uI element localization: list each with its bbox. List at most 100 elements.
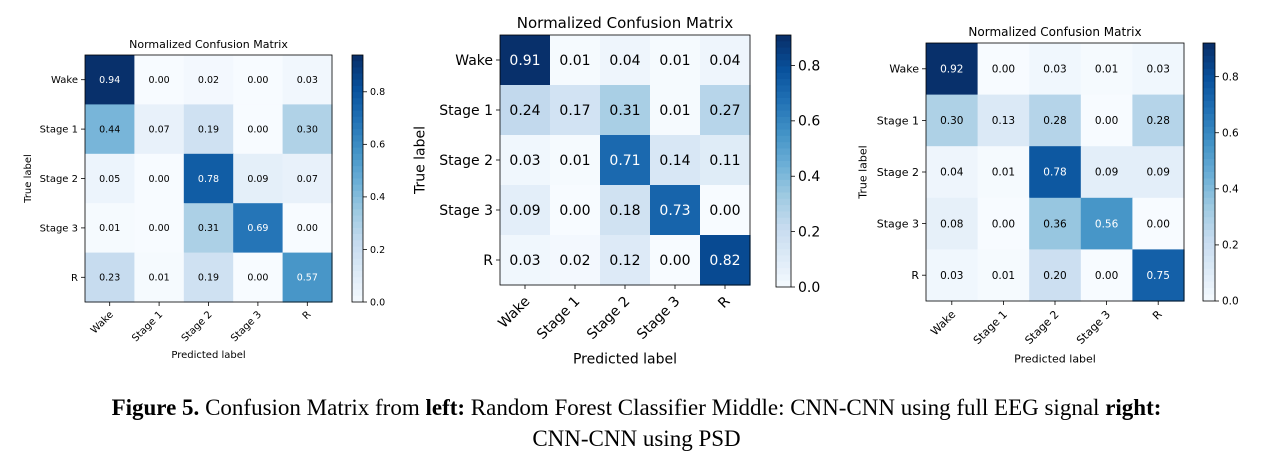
colorbar-segment (352, 55, 363, 62)
cell-value-label: 0.00 (247, 273, 268, 284)
matrix-cell (550, 235, 601, 286)
colorbar-tick-label: 0.4 (1222, 184, 1239, 196)
colorbar-segment (352, 159, 363, 167)
cell-value-label: 0.36 (1043, 218, 1067, 230)
matrix-cell (1080, 94, 1133, 147)
matrix-cell (1029, 94, 1082, 147)
colorbar-segment (352, 283, 363, 291)
matrix-cell (1029, 146, 1082, 199)
colorbar-segment (776, 35, 791, 42)
matrix-cell (233, 153, 284, 204)
cell-value-label: 0.03 (509, 153, 540, 169)
matrix-cell (600, 35, 651, 86)
cell-value-label: 0.01 (559, 153, 590, 169)
cell-value-label: 0.19 (198, 273, 219, 284)
colorbar-segment (1203, 107, 1215, 115)
colorbar-segment (776, 192, 791, 200)
colorbar-segment (1203, 126, 1215, 134)
colorbar-segment (776, 53, 791, 61)
cell-value-label: 0.09 (509, 203, 540, 219)
cell-value-label: 0.03 (940, 270, 963, 282)
colorbar-segment (352, 271, 363, 278)
matrix-cell (134, 104, 185, 155)
colorbar-segment (1203, 101, 1215, 109)
colorbar-segment (776, 173, 791, 181)
colorbar-segment (352, 147, 363, 155)
colorbar-segment (352, 178, 363, 186)
cell-value-label: 0.12 (609, 253, 640, 269)
cell-value-label: 0.00 (297, 223, 318, 234)
cell-value-label: 0.28 (1043, 115, 1066, 127)
matrix-cell (650, 135, 701, 186)
colorbar-segment (1203, 113, 1215, 121)
colorbar-tick-label: 0.2 (798, 225, 820, 241)
x-tick-label: Stage 3 (1074, 308, 1113, 347)
matrix-cell (134, 252, 185, 303)
colorbar-segment (1203, 81, 1215, 89)
cell-value-label: 0.17 (559, 103, 590, 119)
matrix-cell (700, 235, 751, 286)
matrix-cell (183, 104, 234, 155)
matrix-cell (233, 55, 284, 105)
cell-value-label: 0.01 (992, 167, 1015, 179)
colorbar-segment (352, 197, 363, 204)
colorbar-segment (1203, 294, 1215, 302)
figure-panel: Normalized Confusion Matrix 0.94 0.00 0.02 0… (23, 14, 1239, 367)
matrix-cell (1080, 249, 1133, 302)
colorbar-segment (352, 289, 363, 297)
colorbar-segment (776, 47, 791, 55)
colorbar-segment (776, 135, 791, 143)
colorbar-segment (1203, 223, 1215, 231)
cell-value-label: 0.78 (1043, 167, 1066, 179)
cell-value-label: 0.71 (609, 153, 640, 169)
cell-value-label: 0.00 (1147, 218, 1170, 230)
y-tick-label: Wake (51, 75, 78, 86)
colorbar-segment (352, 246, 363, 254)
colorbar-segment (352, 295, 363, 303)
matrix-cell (600, 235, 651, 286)
matrix-cell (700, 85, 751, 136)
cell-value-label: 0.57 (297, 273, 318, 284)
colorbar-segment (1203, 88, 1215, 96)
colorbar-segment (352, 153, 363, 161)
colorbar-segment (1203, 255, 1215, 263)
matrix-cell (926, 94, 979, 147)
cell-value-label: 0.56 (1095, 218, 1119, 230)
matrix-cell (85, 104, 135, 155)
matrix-cell (977, 43, 1030, 96)
cell-value-label: 0.14 (659, 153, 690, 169)
matrix-cell (600, 85, 651, 136)
cell-value-label: 0.04 (940, 167, 964, 179)
matrix-cell (550, 185, 601, 236)
colorbar-segment (352, 227, 363, 235)
colorbar-segment (1203, 268, 1215, 276)
cell-value-label: 0.01 (559, 53, 590, 69)
colorbar-segment (1203, 49, 1215, 57)
colorbar-segment (1203, 275, 1215, 283)
matrix-cell (500, 85, 551, 136)
matrix-cell (977, 146, 1030, 199)
y-axis-label: True label (412, 126, 428, 195)
cell-value-label: 0.09 (1147, 167, 1170, 179)
colorbar-segment (776, 154, 791, 162)
colorbar-segment (352, 277, 363, 285)
matrix-cell (85, 203, 135, 254)
matrix-cell (977, 94, 1030, 147)
colorbar-segment (352, 116, 363, 124)
y-tick-label: Stage 1 (40, 125, 78, 136)
matrix-cell (282, 55, 333, 105)
matrix-cell (926, 43, 979, 96)
colorbar-segment (352, 264, 363, 272)
colorbar-segment (776, 91, 791, 99)
matrix-cell (282, 104, 333, 155)
cell-value-label: 0.69 (247, 223, 268, 234)
colorbar-segment (1203, 159, 1215, 167)
matrix-cell (926, 146, 979, 199)
colorbar-segment (1203, 210, 1215, 218)
colorbar-segment (1203, 172, 1215, 180)
colorbar-segment (352, 98, 363, 105)
matrix-cell (650, 235, 701, 286)
cell-value-label: 0.24 (509, 103, 540, 119)
cell-value-label: 0.91 (509, 53, 540, 69)
colorbar-segment (1203, 204, 1215, 212)
